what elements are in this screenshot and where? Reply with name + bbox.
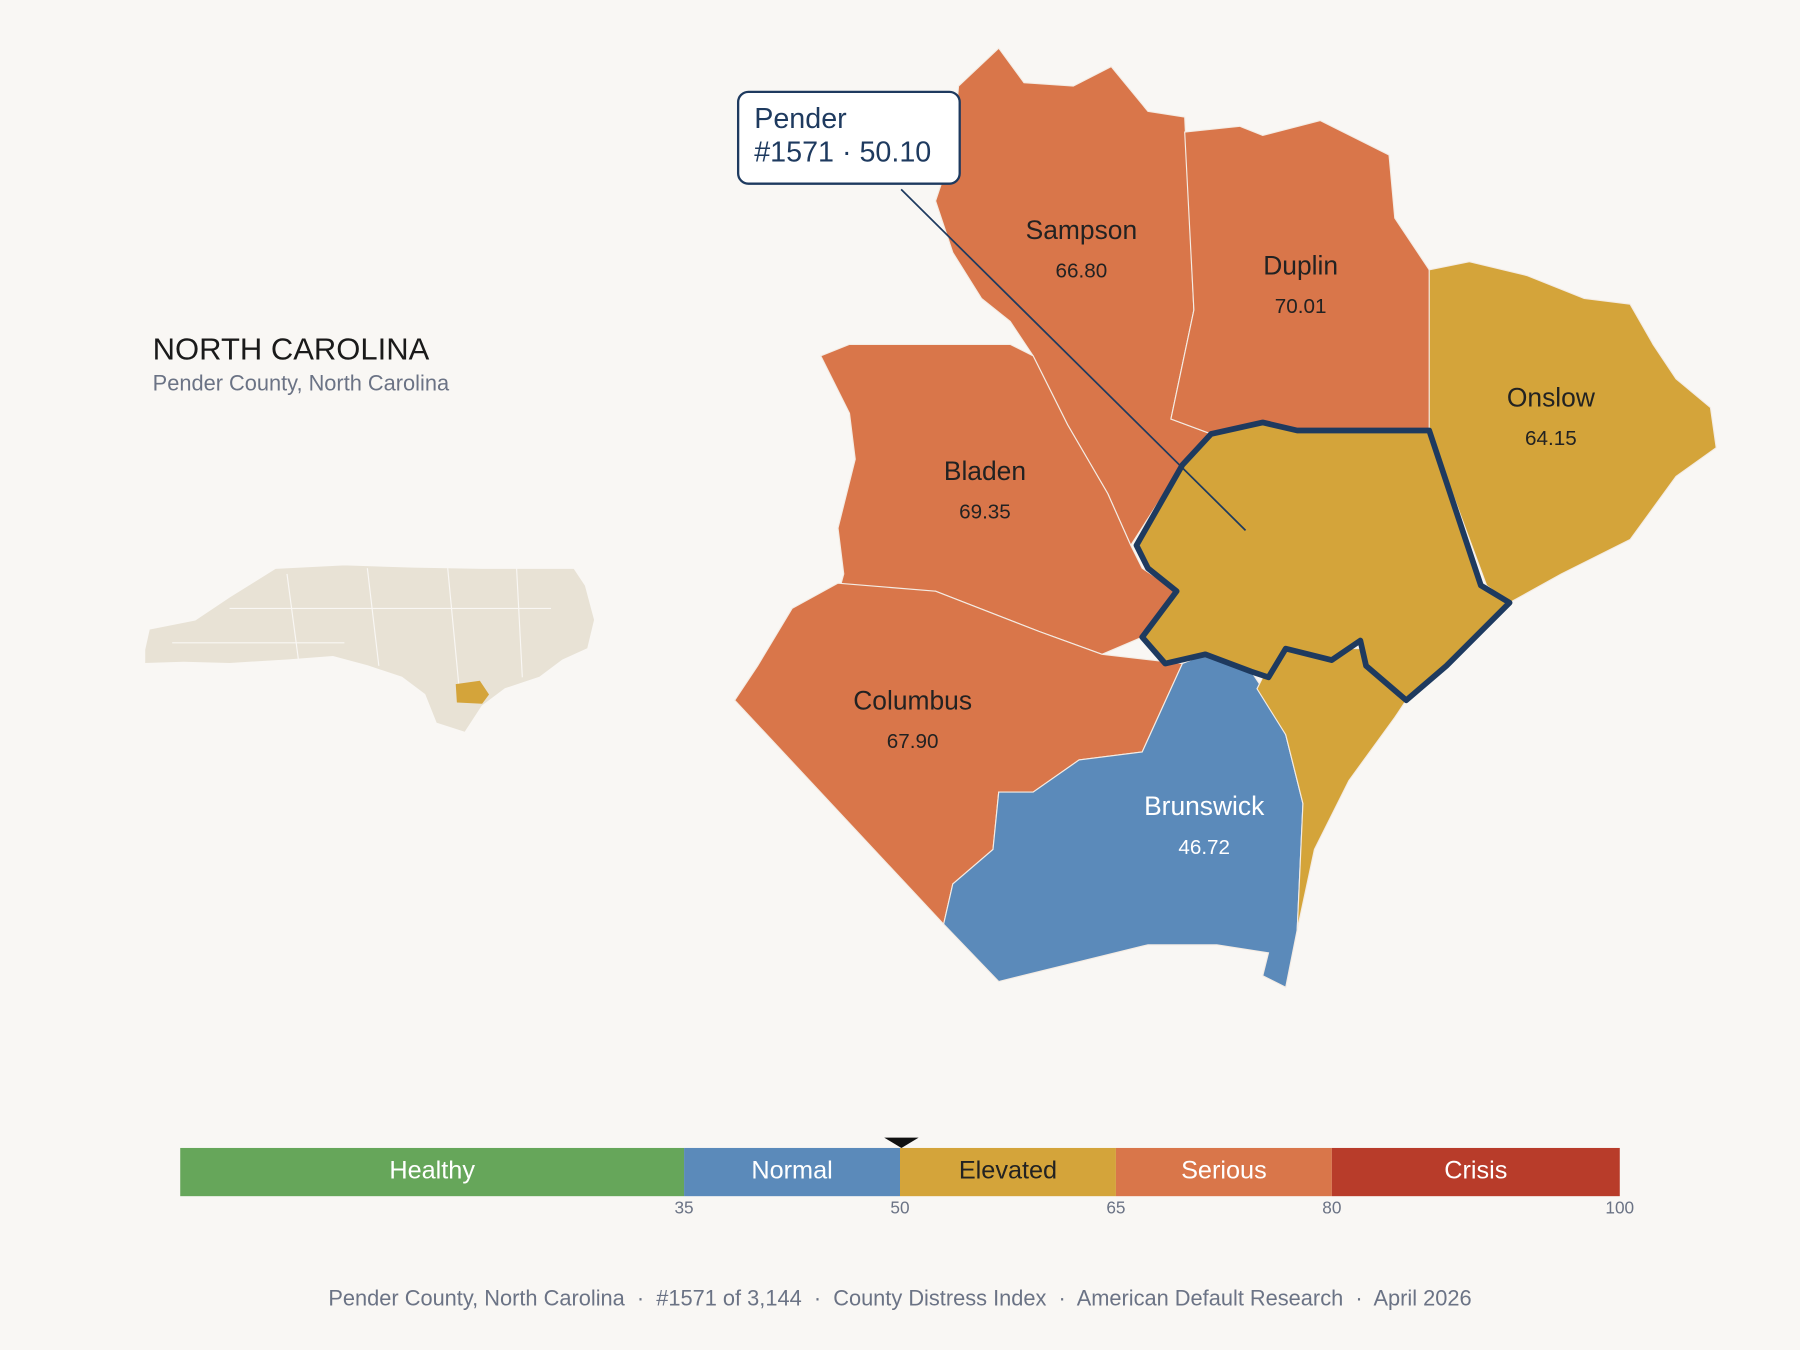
state-inset bbox=[144, 564, 596, 734]
selected-county[interactable] bbox=[1133, 419, 1513, 704]
tooltip-box bbox=[736, 90, 961, 185]
legend-band bbox=[684, 1147, 900, 1197]
legend-band bbox=[1331, 1147, 1620, 1197]
inset-borders bbox=[172, 568, 552, 689]
tooltip: Pender #1571 · 50.10 bbox=[736, 90, 1247, 531]
legend-marker bbox=[884, 1137, 919, 1148]
title: NORTH CAROLINA bbox=[153, 331, 430, 366]
county-name: Onslow bbox=[1507, 382, 1596, 412]
county-value: 46.72 bbox=[1178, 836, 1230, 859]
legend-tick: 80 bbox=[1322, 1197, 1341, 1217]
legend-label: Normal bbox=[751, 1157, 832, 1185]
legend-tick: 65 bbox=[1106, 1197, 1125, 1217]
legend-band bbox=[900, 1147, 1116, 1197]
county-value: 64.15 bbox=[1525, 427, 1577, 450]
legend-label: Healthy bbox=[389, 1157, 475, 1185]
legend-tick: 100 bbox=[1605, 1197, 1634, 1217]
legend: Healthy Normal Elevated Serious Crisis 35 50 65… bbox=[180, 1137, 1634, 1217]
legend-band bbox=[180, 1147, 685, 1197]
tooltip-detail: #1571 · 50.10 bbox=[754, 136, 931, 168]
county-value: 69.35 bbox=[959, 501, 1011, 524]
legend-label: Serious bbox=[1181, 1157, 1267, 1185]
tooltip-leader bbox=[900, 188, 1247, 531]
legend-tick: 50 bbox=[890, 1197, 909, 1217]
county-labels: Sampson 66.80 Duplin 70.01 Onslow 64.15 Bladen… bbox=[853, 215, 1596, 859]
counties bbox=[733, 47, 1717, 989]
county-name: Sampson bbox=[1026, 215, 1138, 245]
county-name: Duplin bbox=[1263, 250, 1338, 280]
legend-label: Elevated bbox=[959, 1157, 1057, 1185]
county-value: 66.80 bbox=[1056, 260, 1108, 283]
legend-tick: 35 bbox=[674, 1197, 693, 1217]
county-name: Columbus bbox=[853, 686, 972, 716]
legend-label: Crisis bbox=[1444, 1157, 1507, 1185]
county-value: 67.90 bbox=[887, 730, 939, 753]
tooltip-name: Pender bbox=[754, 103, 847, 135]
county-name: Brunswick bbox=[1144, 791, 1265, 821]
legend-band bbox=[1115, 1147, 1332, 1197]
county-name: Bladen bbox=[944, 456, 1026, 486]
footer: Pender County, North Carolina · #1571 of… bbox=[328, 1285, 1471, 1310]
inset-highlight bbox=[455, 680, 490, 704]
county-value: 70.01 bbox=[1275, 295, 1327, 318]
subtitle: Pender County, North Carolina bbox=[153, 370, 450, 395]
